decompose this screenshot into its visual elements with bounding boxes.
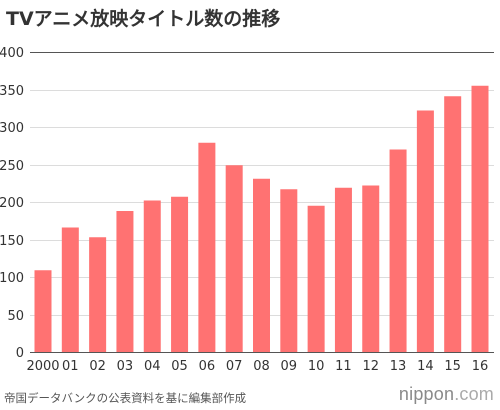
brand-prefix: nippon (398, 384, 455, 404)
bar-11 (334, 187, 352, 352)
bar-16 (471, 85, 489, 352)
x-tick-label: 04 (144, 359, 161, 374)
x-tick-label: 2000 (26, 359, 59, 374)
bar-14 (416, 110, 434, 352)
bar-01 (61, 227, 79, 352)
x-tick-label: 07 (226, 359, 243, 374)
bar-10 (307, 205, 325, 352)
bar-12 (362, 185, 380, 352)
bar-15 (444, 96, 462, 352)
x-tick-label: 02 (89, 359, 106, 374)
y-tick-label: 250 (0, 159, 24, 174)
x-tick-label: 08 (253, 359, 270, 374)
y-axis-ticks: 0 50 100 150 200 250 300 350 400 (0, 46, 24, 361)
x-tick-label: 12 (362, 359, 379, 374)
y-tick-label: 300 (0, 121, 24, 136)
bar-03 (116, 211, 134, 352)
y-tick-label: 100 (0, 271, 24, 286)
bar-02 (89, 237, 107, 352)
bar-2000 (34, 270, 52, 352)
nippon-logo[interactable]: nippon.com (399, 384, 494, 405)
bar-13 (389, 149, 407, 352)
bar-09 (280, 189, 298, 352)
bar-06 (198, 142, 216, 352)
bar-04 (143, 200, 161, 352)
x-tick-label: 10 (308, 359, 325, 374)
bar-08 (253, 178, 270, 352)
source-note: 帝国データバンクの公表資料を基に編集部作成 (4, 391, 247, 405)
y-tick-label: 50 (7, 309, 24, 324)
x-tick-label: 09 (281, 359, 298, 374)
bar-07 (225, 165, 243, 352)
x-tick-label: 13 (390, 359, 407, 374)
bar-chart: 0 50 100 150 200 250 300 350 400 2000 01 02 03 04 05 0… (0, 46, 494, 374)
brand-suffix: .com (454, 384, 494, 404)
y-tick-label: 350 (0, 84, 24, 99)
x-tick-label: 01 (62, 359, 79, 374)
x-tick-label: 05 (171, 359, 188, 374)
x-tick-label: 16 (472, 359, 489, 374)
x-tick-label: 15 (444, 359, 461, 374)
y-tick-label: 150 (0, 234, 24, 249)
x-axis-ticks: 2000 01 02 03 04 05 06 07 08 09 10 11 12 13 14 15 16 (26, 359, 488, 374)
x-tick-label: 06 (199, 359, 216, 374)
bars (34, 85, 489, 352)
y-tick-label: 200 (0, 196, 24, 211)
y-tick-label: 400 (0, 46, 24, 61)
x-tick-label: 14 (417, 359, 434, 374)
bar-05 (171, 196, 189, 352)
chart-title: TVアニメ放映タイトル数の推移 (6, 8, 281, 30)
y-tick-label: 0 (16, 346, 24, 361)
x-tick-label: 11 (335, 359, 352, 374)
x-tick-label: 03 (117, 359, 134, 374)
